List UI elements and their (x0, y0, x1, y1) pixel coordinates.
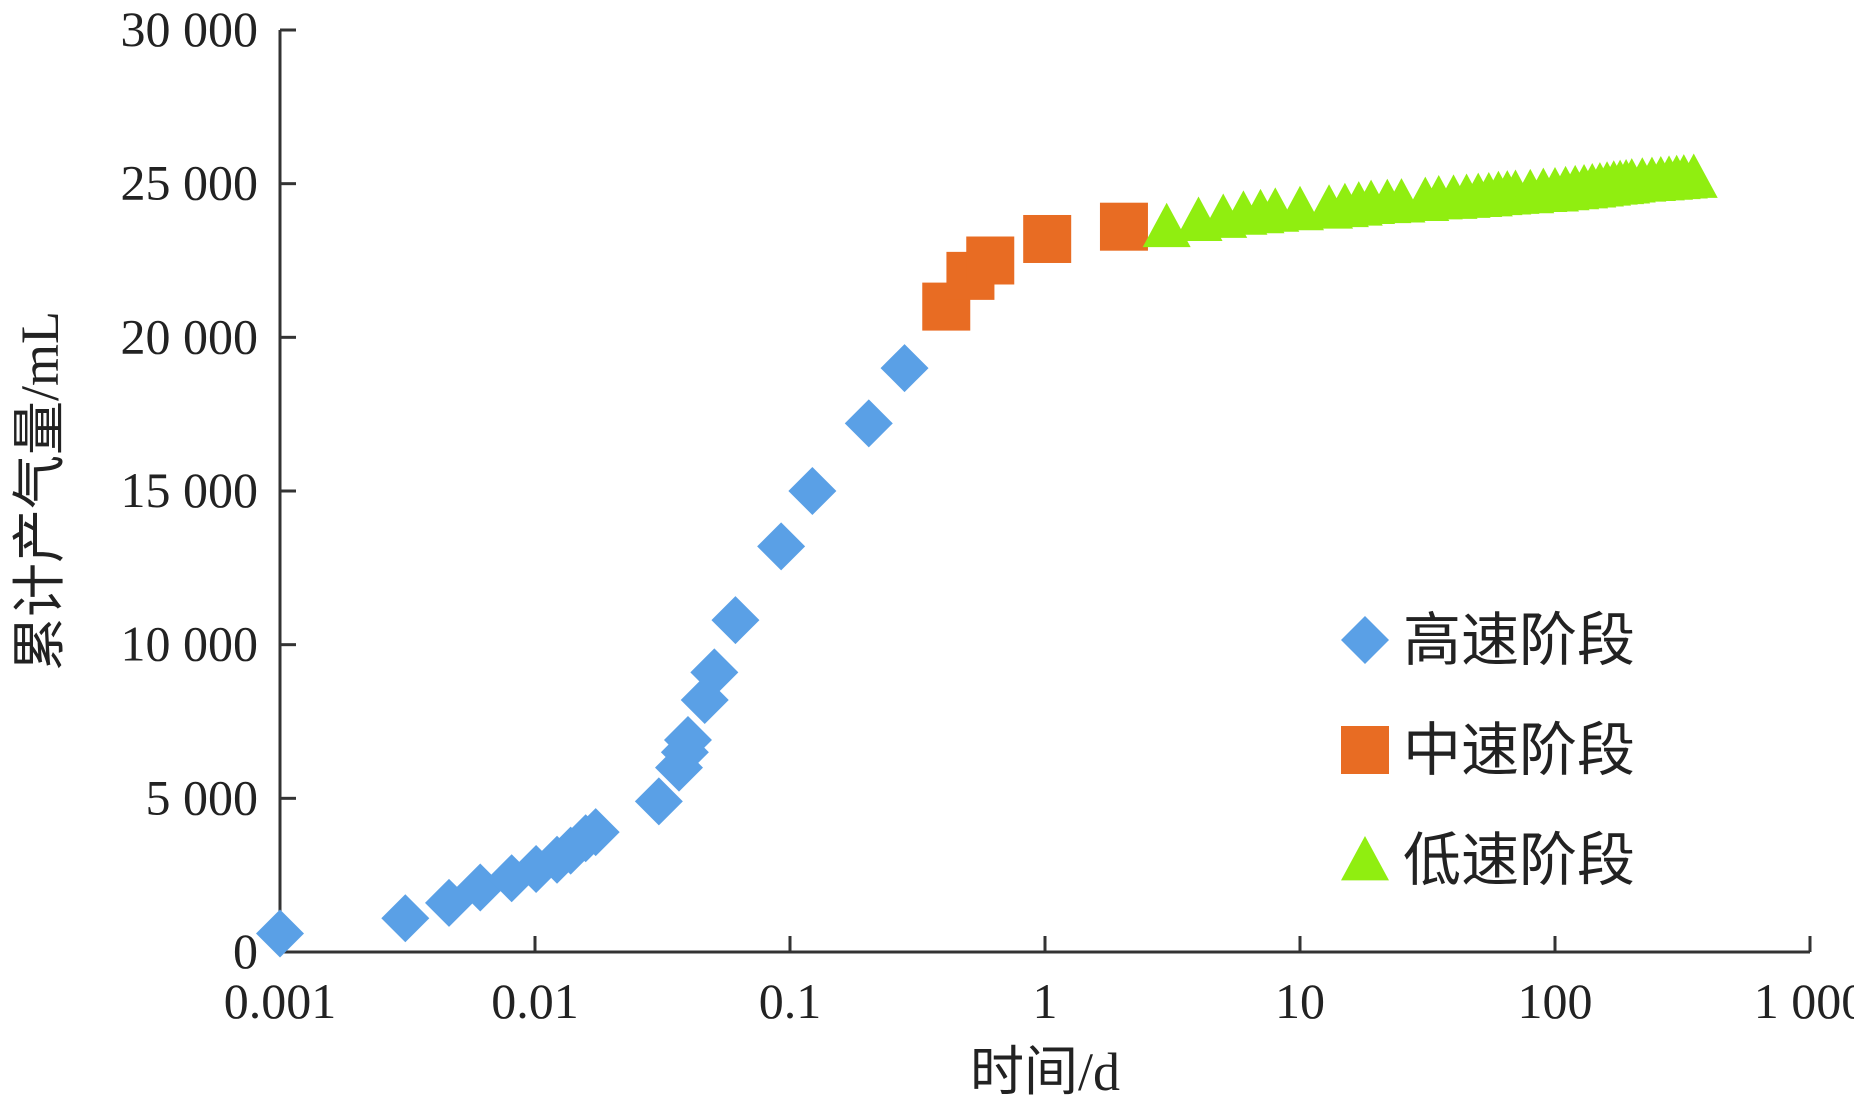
x-tick-label: 0.01 (491, 973, 579, 1029)
legend-marker-diamond (1341, 616, 1389, 664)
legend-label: 中速阶段 (1403, 716, 1635, 784)
data-point-diamond (663, 715, 712, 764)
data-point-square (1023, 214, 1072, 263)
data-points (256, 153, 1718, 958)
x-tick-label: 0.1 (759, 973, 822, 1029)
x-tick-label: 0.001 (224, 973, 337, 1029)
x-tick-label: 1 (1033, 973, 1058, 1029)
data-point-diamond (571, 808, 620, 857)
x-tick-label: 10 (1275, 973, 1325, 1029)
y-axis-title: 累计产气量/mL (10, 311, 70, 671)
data-point-diamond (487, 854, 536, 903)
tick-labels: 0 5 000 10 000 15 000 20 000 25 000 30 000 0.00… (121, 1, 1854, 1029)
legend-marker-square (1341, 726, 1389, 774)
data-point-diamond (880, 344, 929, 393)
data-point-diamond (711, 596, 760, 645)
axes (278, 28, 1812, 954)
data-point-diamond (381, 894, 430, 943)
y-tick-label: 30 000 (121, 1, 259, 57)
data-point-diamond (788, 467, 837, 515)
data-point-diamond (690, 648, 739, 697)
x-axis-title: 时间/d (970, 1042, 1120, 1102)
legend-label: 低速阶段 (1403, 826, 1635, 894)
data-point-square (1099, 202, 1148, 251)
y-tick-label: 10 000 (121, 616, 259, 672)
legend-marker-triangle (1341, 836, 1389, 881)
y-tick-label: 25 000 (121, 155, 259, 211)
y-tick-label: 0 (233, 923, 258, 979)
data-point-diamond (256, 909, 304, 958)
data-point-diamond (844, 399, 893, 448)
data-point-diamond (634, 777, 683, 826)
data-point-diamond (757, 522, 806, 571)
y-tick-label: 15 000 (121, 462, 259, 518)
y-tick-label: 20 000 (121, 308, 259, 364)
data-point-triangle (1669, 153, 1718, 198)
x-tick-label: 1 000 (1754, 973, 1854, 1029)
data-point-square (966, 236, 1015, 285)
y-tick-label: 5 000 (146, 769, 259, 825)
legend-label: 高速阶段 (1403, 606, 1635, 674)
x-tick-label: 100 (1518, 973, 1593, 1029)
